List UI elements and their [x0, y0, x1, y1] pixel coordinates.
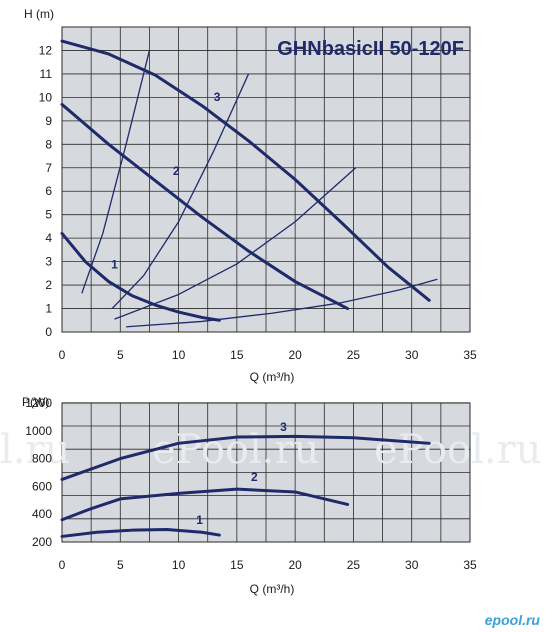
x-tick-label: 35 [463, 558, 477, 572]
y-tick-label: 12 [39, 43, 53, 57]
x-tick-label: 10 [172, 558, 186, 572]
power-y-axis-label: P(W) [22, 395, 49, 409]
y-tick-label: 7 [45, 161, 52, 175]
system-curves [81, 50, 438, 328]
y-tick-label: 0 [45, 325, 52, 339]
head-x-tick-labels: 0 5 10 15 20 25 30 35 [59, 348, 477, 362]
pump-curve-2 [60, 102, 350, 311]
x-tick-label: 35 [463, 348, 477, 362]
curve-label-1: 1 [196, 513, 203, 527]
y-tick-label: 3 [45, 255, 52, 269]
curve-label-3: 3 [280, 420, 287, 434]
power-chart-grid [61, 402, 471, 543]
pump-curve-2 [60, 487, 350, 522]
system-curve [81, 50, 151, 294]
x-tick-label: 15 [230, 348, 244, 362]
x-tick-label: 15 [230, 558, 244, 572]
plot-frame [61, 402, 471, 543]
y-tick-label: 1 [45, 302, 52, 316]
power-curves [60, 434, 431, 538]
x-tick-label: 10 [172, 348, 186, 362]
power-curve-labels: 1 2 3 [196, 420, 287, 527]
power-y-tick-labels: 200 400 600 800 1000 1200 [25, 396, 52, 549]
system-curve [114, 167, 357, 320]
y-tick-label: 8 [45, 137, 52, 151]
y-tick-label: 200 [32, 535, 52, 549]
power-chart-watermarks: l.ru ePool.ru ePool.ru [0, 427, 542, 473]
x-tick-label: 5 [117, 558, 124, 572]
y-tick-label: 1000 [25, 424, 52, 438]
y-tick-label: 2 [45, 278, 52, 292]
x-tick-label: 20 [288, 558, 302, 572]
y-tick-label: 10 [39, 90, 53, 104]
y-tick-label: 800 [32, 452, 52, 466]
x-tick-label: 25 [347, 348, 361, 362]
power-flow-chart: l.ru ePool.ru ePool.ru 123 200400600800100… [0, 395, 542, 596]
y-tick-label: 1200 [25, 396, 52, 410]
head-curves [60, 39, 431, 322]
system-curve [126, 278, 438, 328]
chart-title: GHNbasicII 50-120F [277, 38, 464, 60]
x-tick-label: 25 [347, 558, 361, 572]
y-tick-label: 5 [45, 208, 52, 222]
x-tick-label: 30 [405, 348, 419, 362]
x-tick-label: 5 [117, 348, 124, 362]
head-curve-labels: 1 2 3 [111, 90, 221, 272]
pump-curve-1 [60, 231, 221, 322]
x-tick-label: 0 [59, 348, 66, 362]
power-x-tick-labels: 0 5 10 15 20 25 30 35 [59, 558, 477, 572]
y-tick-label: 6 [45, 184, 52, 198]
watermark-text: ePool.ru [152, 427, 320, 473]
head-y-axis-label: H (m) [24, 7, 54, 21]
plot-frame [61, 26, 471, 333]
watermark-text: ePool.ru [374, 427, 542, 473]
power-x-axis-label: Q (m³/h) [250, 582, 295, 596]
head-chart-grid [61, 26, 471, 333]
watermark-text: l.ru [0, 427, 70, 473]
y-tick-label: 400 [32, 507, 52, 521]
system-curve [111, 73, 250, 309]
pump-curve-1 [60, 527, 221, 538]
curve-label-3: 3 [214, 90, 221, 104]
curve-label-2: 2 [251, 470, 258, 484]
y-tick-label: 9 [45, 114, 52, 128]
x-tick-label: 0 [59, 558, 66, 572]
curve-label-2: 2 [173, 164, 180, 178]
pump-curve-3 [60, 434, 431, 481]
head-x-axis-label: Q (m³/h) [250, 370, 295, 384]
x-tick-label: 20 [288, 348, 302, 362]
x-tick-label: 30 [405, 558, 419, 572]
y-tick-label: 4 [45, 231, 52, 245]
brand-logo-text: epool.ru [485, 612, 541, 628]
y-tick-label: 11 [40, 67, 53, 81]
y-tick-label: 600 [32, 479, 52, 493]
curve-label-1: 1 [111, 258, 118, 272]
pump-curve-3 [60, 39, 431, 302]
